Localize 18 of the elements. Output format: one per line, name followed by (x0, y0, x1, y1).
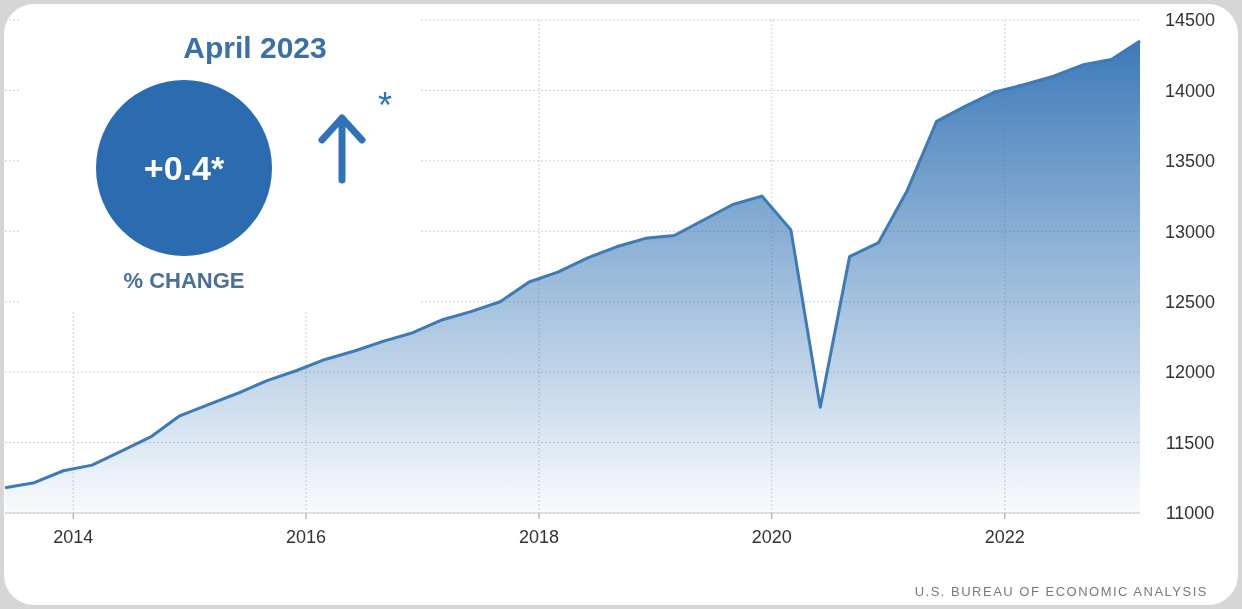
annotation: % CHANGE (123, 268, 245, 293)
x-tick-label: 2022 (984, 527, 1025, 547)
y-tick-label: 11500 (1165, 432, 1215, 453)
text: U.S. BUREAU OF ECONOMIC ANALYSIS (914, 584, 1208, 599)
y-tick-label: 13500 (1164, 151, 1216, 172)
y-tick-label: 11000 (1165, 503, 1215, 524)
annotation: April 2023 (183, 31, 327, 64)
x-tick-label: 2014 (53, 527, 94, 547)
y-tick-label: 13000 (1164, 221, 1216, 242)
x-tick-label: 2020 (751, 527, 792, 547)
x-tick-label: 2016 (285, 527, 326, 547)
y-tick-label: 14000 (1164, 80, 1216, 101)
x-tick-label: 2018 (519, 527, 560, 547)
y-tick-label: 12000 (1164, 362, 1216, 383)
y-tick-label: 12500 (1164, 292, 1216, 313)
y-tick-label: 14500 (1164, 10, 1216, 31)
annotation: +0.4* (143, 149, 225, 187)
annotation: * (377, 85, 393, 126)
